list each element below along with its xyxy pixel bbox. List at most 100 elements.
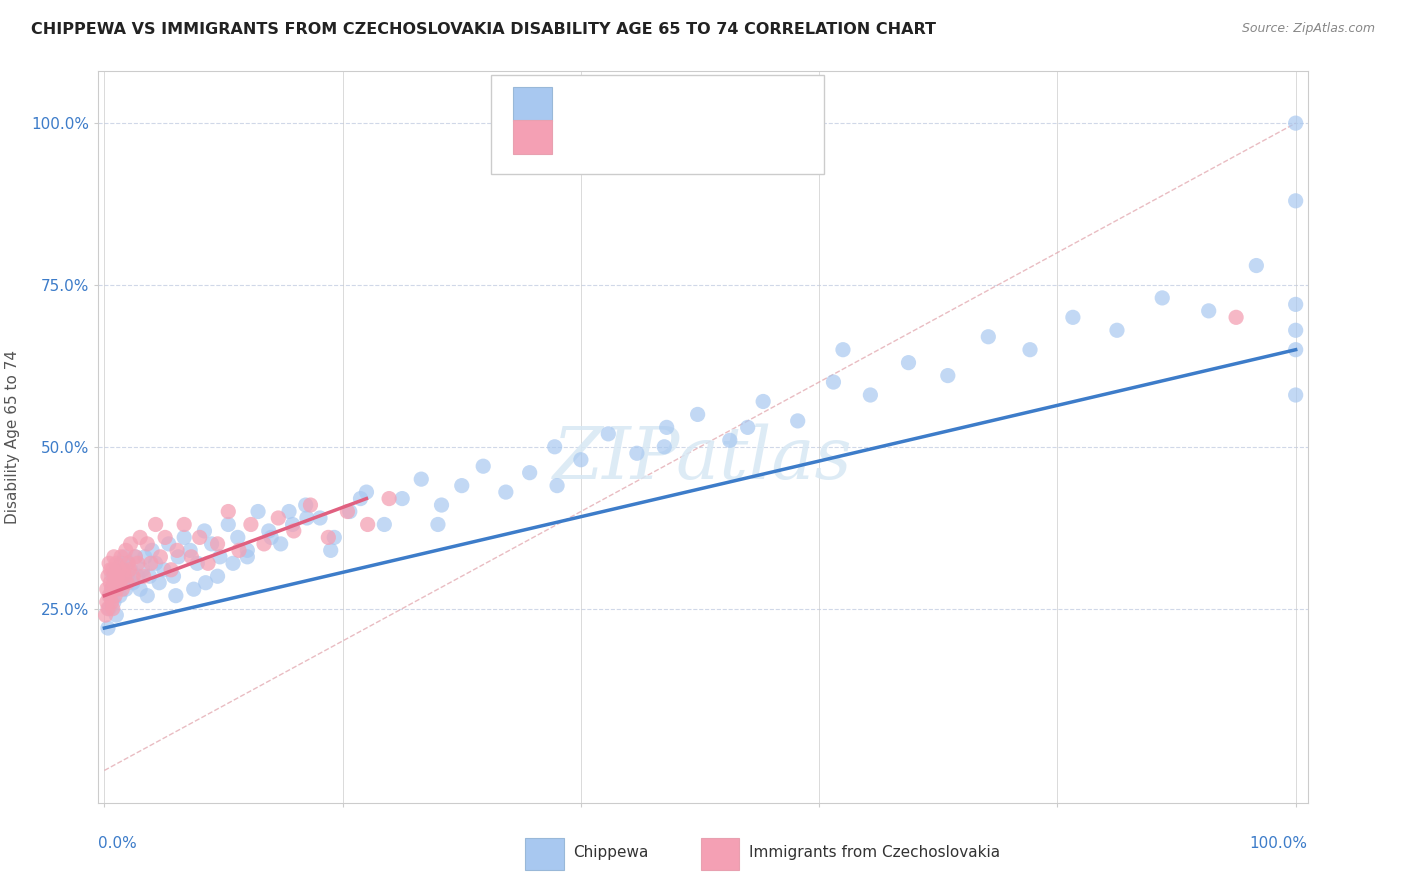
Point [450,478,472,492]
Point [411,472,433,486]
Point [98,589,121,603]
Point [153,563,176,577]
Point [1285,343,1308,357]
Point [1198,303,1220,318]
Y-axis label: Disability Age 65 to 74: Disability Age 65 to 74 [6,350,20,524]
Point [124,549,146,564]
Point [145,557,167,571]
Point [98,601,121,615]
Point [107,563,129,577]
Point [319,543,342,558]
Point [217,504,239,518]
Point [283,524,305,538]
Point [626,446,648,460]
Text: 100.0%: 100.0% [1250,837,1308,852]
Point [309,511,332,525]
Point [111,575,134,590]
Point [165,589,187,603]
Point [107,582,129,597]
Point [323,530,346,544]
Point [115,575,138,590]
Point [173,530,195,544]
Point [1285,297,1308,311]
Point [253,537,276,551]
Point [686,408,709,422]
Point [104,575,127,590]
Point [118,563,141,577]
Point [97,569,120,583]
Point [148,575,170,590]
Point [166,543,188,558]
Point [1062,310,1084,325]
Point [207,537,229,551]
Point [101,601,124,615]
Point [100,582,122,597]
Point [897,356,920,370]
Point [228,543,250,558]
Text: N = 60: N = 60 [690,129,747,145]
Point [373,517,395,532]
Point [157,537,180,551]
Point [823,375,845,389]
Point [114,582,136,597]
Point [257,524,280,538]
Point [96,582,118,597]
Point [110,549,132,564]
Point [239,517,262,532]
Point [98,557,121,571]
Point [134,549,156,564]
Point [267,511,290,525]
Text: Immigrants from Czechoslovakia: Immigrants from Czechoslovakia [749,845,1000,860]
Point [430,498,453,512]
Point [183,582,205,597]
Point [96,595,118,609]
Point [114,549,136,564]
Point [141,543,163,558]
Point [117,557,139,571]
Point [100,595,122,609]
Text: R = 0.570: R = 0.570 [561,96,643,112]
FancyBboxPatch shape [492,75,824,174]
Point [1152,291,1174,305]
Point [200,537,222,551]
Point [752,394,775,409]
Point [97,601,120,615]
Point [1019,343,1042,357]
Point [236,543,259,558]
Point [105,563,128,577]
Point [356,485,378,500]
Point [294,498,316,512]
Point [173,517,195,532]
Point [281,517,304,532]
Point [103,549,125,564]
Point [1285,194,1308,208]
Point [120,537,142,551]
Point [222,557,245,571]
FancyBboxPatch shape [513,87,551,121]
Point [124,549,146,564]
Point [1285,388,1308,402]
Point [136,589,159,603]
Point [193,524,215,538]
Point [318,530,340,544]
Point [180,549,202,564]
Point [122,569,145,583]
Point [859,388,882,402]
Point [544,440,567,454]
Point [188,530,211,544]
Point [832,343,855,357]
Point [122,575,145,590]
Point [737,420,759,434]
Point [162,569,184,583]
Point [236,549,259,564]
Point [495,485,517,500]
Point [1285,323,1308,337]
Point [104,569,127,583]
Point [112,563,135,577]
Point [114,569,136,583]
Point [120,563,142,577]
Point [519,466,541,480]
Point [139,557,162,571]
Point [207,569,229,583]
Point [278,504,301,518]
